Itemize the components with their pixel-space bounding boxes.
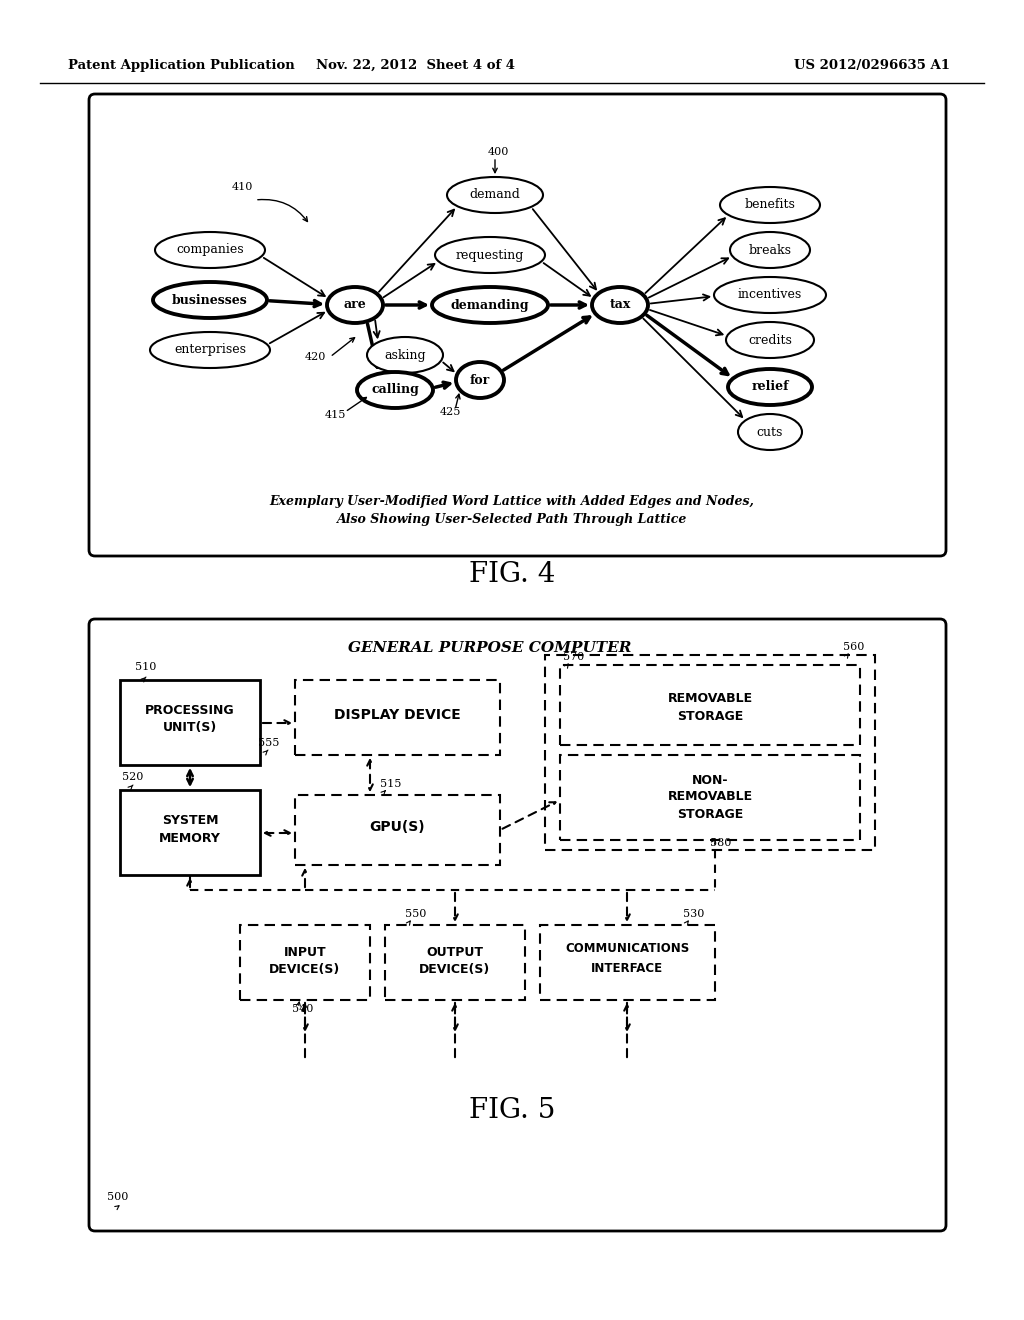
Text: DEVICE(S): DEVICE(S)	[269, 964, 341, 977]
Text: Nov. 22, 2012  Sheet 4 of 4: Nov. 22, 2012 Sheet 4 of 4	[315, 58, 514, 71]
Text: Patent Application Publication: Patent Application Publication	[68, 58, 295, 71]
FancyBboxPatch shape	[120, 680, 260, 766]
Text: 570: 570	[563, 652, 585, 663]
Text: 415: 415	[325, 411, 346, 420]
Text: FIG. 4: FIG. 4	[469, 561, 555, 589]
Ellipse shape	[435, 238, 545, 273]
Text: INTERFACE: INTERFACE	[591, 961, 664, 974]
Text: demand: demand	[470, 189, 520, 202]
Text: companies: companies	[176, 243, 244, 256]
Text: 400: 400	[488, 147, 509, 157]
Ellipse shape	[367, 337, 443, 374]
Text: MEMORY: MEMORY	[159, 832, 221, 845]
Text: Exemplary User-Modified Word Lattice with Added Edges and Nodes,: Exemplary User-Modified Word Lattice wit…	[269, 495, 755, 508]
Ellipse shape	[327, 286, 383, 323]
Text: REMOVABLE: REMOVABLE	[668, 692, 753, 705]
FancyBboxPatch shape	[120, 789, 260, 875]
Text: REMOVABLE: REMOVABLE	[668, 791, 753, 804]
Text: UNIT(S): UNIT(S)	[163, 722, 217, 734]
Text: asking: asking	[384, 348, 426, 362]
Text: SYSTEM: SYSTEM	[162, 813, 218, 826]
Ellipse shape	[447, 177, 543, 213]
Text: for: for	[470, 374, 490, 387]
Text: OUTPUT: OUTPUT	[427, 945, 483, 958]
Text: businesses: businesses	[172, 293, 248, 306]
Text: incentives: incentives	[738, 289, 802, 301]
Ellipse shape	[728, 370, 812, 405]
FancyBboxPatch shape	[545, 655, 874, 850]
Ellipse shape	[155, 232, 265, 268]
Text: 515: 515	[380, 779, 401, 789]
Text: GENERAL PURPOSE COMPUTER: GENERAL PURPOSE COMPUTER	[348, 642, 632, 655]
Text: STORAGE: STORAGE	[677, 710, 743, 722]
FancyBboxPatch shape	[560, 665, 860, 744]
Text: 580: 580	[710, 838, 731, 847]
Text: 540: 540	[292, 1005, 313, 1014]
Text: 420: 420	[305, 352, 327, 362]
Text: DEVICE(S): DEVICE(S)	[420, 964, 490, 977]
Ellipse shape	[720, 187, 820, 223]
Text: DISPLAY DEVICE: DISPLAY DEVICE	[334, 708, 461, 722]
Text: credits: credits	[749, 334, 792, 346]
Text: 520: 520	[122, 772, 143, 781]
Text: 555: 555	[258, 738, 280, 748]
Ellipse shape	[592, 286, 648, 323]
Text: GPU(S): GPU(S)	[370, 820, 425, 834]
Text: tax: tax	[609, 298, 631, 312]
FancyBboxPatch shape	[89, 619, 946, 1232]
FancyBboxPatch shape	[295, 680, 500, 755]
Ellipse shape	[730, 232, 810, 268]
Text: cuts: cuts	[757, 425, 783, 438]
Ellipse shape	[726, 322, 814, 358]
Ellipse shape	[714, 277, 826, 313]
Text: demanding: demanding	[451, 298, 529, 312]
Text: INPUT: INPUT	[284, 945, 327, 958]
Text: breaks: breaks	[749, 243, 792, 256]
Ellipse shape	[456, 362, 504, 399]
Text: benefits: benefits	[744, 198, 796, 211]
Text: 410: 410	[232, 182, 253, 191]
Text: COMMUNICATIONS: COMMUNICATIONS	[565, 941, 689, 954]
Ellipse shape	[150, 333, 270, 368]
Text: 530: 530	[683, 909, 705, 919]
Text: enterprises: enterprises	[174, 343, 246, 356]
Text: 560: 560	[843, 642, 864, 652]
FancyBboxPatch shape	[240, 925, 370, 1001]
Ellipse shape	[357, 372, 433, 408]
Text: US 2012/0296635 A1: US 2012/0296635 A1	[794, 58, 950, 71]
Text: calling: calling	[371, 384, 419, 396]
Text: requesting: requesting	[456, 248, 524, 261]
Ellipse shape	[738, 414, 802, 450]
Ellipse shape	[432, 286, 548, 323]
Text: 510: 510	[135, 663, 157, 672]
FancyBboxPatch shape	[385, 925, 525, 1001]
Text: 550: 550	[406, 909, 426, 919]
Text: 425: 425	[440, 407, 462, 417]
Text: FIG. 5: FIG. 5	[469, 1097, 555, 1123]
Ellipse shape	[153, 282, 267, 318]
FancyBboxPatch shape	[89, 94, 946, 556]
FancyBboxPatch shape	[560, 755, 860, 840]
Text: NON-: NON-	[692, 774, 728, 787]
FancyBboxPatch shape	[540, 925, 715, 1001]
Text: Also Showing User-Selected Path Through Lattice: Also Showing User-Selected Path Through …	[337, 513, 687, 527]
Text: are: are	[344, 298, 367, 312]
Text: STORAGE: STORAGE	[677, 808, 743, 821]
FancyBboxPatch shape	[295, 795, 500, 865]
Text: PROCESSING: PROCESSING	[145, 704, 234, 717]
Text: 500: 500	[106, 1192, 128, 1203]
Text: relief: relief	[752, 380, 788, 393]
